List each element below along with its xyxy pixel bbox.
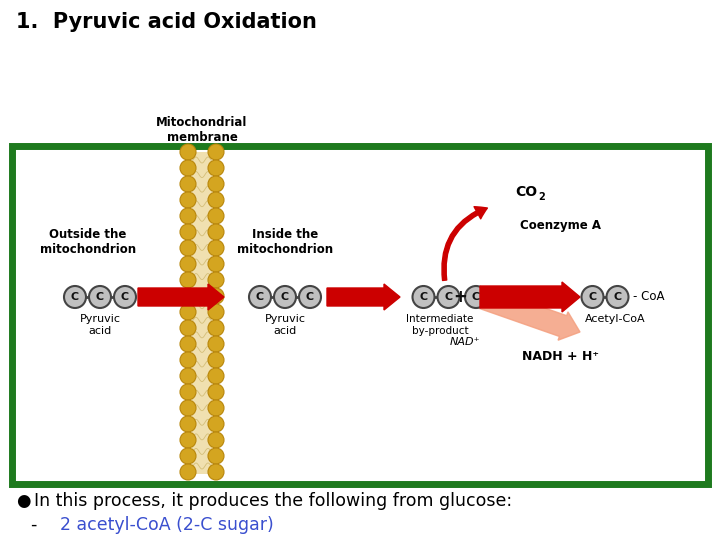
- Circle shape: [208, 368, 224, 384]
- Circle shape: [180, 384, 196, 400]
- Circle shape: [180, 160, 196, 176]
- Circle shape: [208, 400, 224, 416]
- Circle shape: [465, 286, 487, 308]
- Text: CO: CO: [515, 185, 537, 199]
- Circle shape: [180, 192, 196, 208]
- Circle shape: [208, 336, 224, 352]
- Text: C: C: [121, 292, 129, 302]
- Circle shape: [413, 286, 434, 308]
- Text: -: -: [30, 516, 37, 534]
- Circle shape: [208, 160, 224, 176]
- FancyBboxPatch shape: [12, 146, 708, 484]
- Text: C: C: [306, 292, 314, 302]
- Text: C: C: [96, 292, 104, 302]
- FancyBboxPatch shape: [192, 152, 212, 474]
- Circle shape: [180, 400, 196, 416]
- Text: NADH + H⁺: NADH + H⁺: [521, 350, 598, 363]
- FancyArrow shape: [138, 284, 224, 310]
- Text: Mitochondrial
membrane: Mitochondrial membrane: [156, 116, 248, 144]
- Circle shape: [249, 286, 271, 308]
- Circle shape: [208, 448, 224, 464]
- Text: Intermediate
by-product: Intermediate by-product: [406, 314, 474, 335]
- Text: 2: 2: [538, 192, 545, 202]
- Text: Acetyl-CoA: Acetyl-CoA: [585, 314, 645, 324]
- Circle shape: [208, 352, 224, 368]
- Circle shape: [208, 144, 224, 160]
- Circle shape: [208, 224, 224, 240]
- Circle shape: [64, 286, 86, 308]
- Circle shape: [208, 304, 224, 320]
- Text: 2 acetyl-CoA (2-C sugar): 2 acetyl-CoA (2-C sugar): [60, 516, 274, 534]
- Circle shape: [180, 368, 196, 384]
- Circle shape: [208, 272, 224, 288]
- Circle shape: [180, 208, 196, 224]
- Text: Pyruvic
acid: Pyruvic acid: [79, 314, 120, 335]
- Text: 1.  Pyruvic acid Oxidation: 1. Pyruvic acid Oxidation: [16, 12, 317, 32]
- Text: - CoA: - CoA: [633, 291, 665, 303]
- Text: In this process, it produces the following from glucose:: In this process, it produces the followi…: [34, 492, 512, 510]
- Text: NAD⁺: NAD⁺: [450, 337, 480, 347]
- Circle shape: [180, 272, 196, 288]
- Circle shape: [606, 286, 629, 308]
- Circle shape: [208, 432, 224, 448]
- FancyArrow shape: [327, 284, 400, 310]
- Text: Coenzyme A: Coenzyme A: [520, 219, 600, 232]
- Text: C: C: [256, 292, 264, 302]
- Circle shape: [180, 176, 196, 192]
- Text: C: C: [281, 292, 289, 302]
- Circle shape: [208, 384, 224, 400]
- Circle shape: [180, 144, 196, 160]
- Circle shape: [208, 176, 224, 192]
- Circle shape: [180, 320, 196, 336]
- Circle shape: [180, 304, 196, 320]
- Text: +: +: [453, 288, 467, 306]
- FancyArrowPatch shape: [442, 207, 487, 280]
- Circle shape: [208, 320, 224, 336]
- Text: C: C: [420, 292, 428, 302]
- Circle shape: [89, 286, 111, 308]
- Text: C: C: [444, 292, 453, 302]
- Circle shape: [208, 240, 224, 256]
- Circle shape: [208, 192, 224, 208]
- Circle shape: [438, 286, 459, 308]
- Circle shape: [208, 256, 224, 272]
- Text: ●: ●: [16, 492, 30, 510]
- Text: C: C: [472, 292, 480, 302]
- Circle shape: [180, 416, 196, 432]
- Text: C: C: [588, 292, 597, 302]
- Text: Inside the
mitochondrion: Inside the mitochondrion: [237, 228, 333, 256]
- FancyArrow shape: [477, 287, 580, 340]
- Circle shape: [274, 286, 296, 308]
- Circle shape: [180, 256, 196, 272]
- Circle shape: [180, 464, 196, 480]
- Circle shape: [208, 416, 224, 432]
- Circle shape: [180, 352, 196, 368]
- Circle shape: [180, 448, 196, 464]
- Text: C: C: [71, 292, 79, 302]
- Circle shape: [180, 240, 196, 256]
- Circle shape: [208, 288, 224, 304]
- Circle shape: [299, 286, 321, 308]
- Circle shape: [208, 208, 224, 224]
- Circle shape: [582, 286, 603, 308]
- Text: Pyruvic
acid: Pyruvic acid: [264, 314, 305, 335]
- Text: C: C: [613, 292, 621, 302]
- Circle shape: [208, 464, 224, 480]
- Circle shape: [180, 288, 196, 304]
- FancyArrow shape: [480, 282, 580, 312]
- Circle shape: [114, 286, 136, 308]
- Circle shape: [180, 336, 196, 352]
- Circle shape: [180, 432, 196, 448]
- Circle shape: [180, 224, 196, 240]
- Text: Outside the
mitochondrion: Outside the mitochondrion: [40, 228, 136, 256]
